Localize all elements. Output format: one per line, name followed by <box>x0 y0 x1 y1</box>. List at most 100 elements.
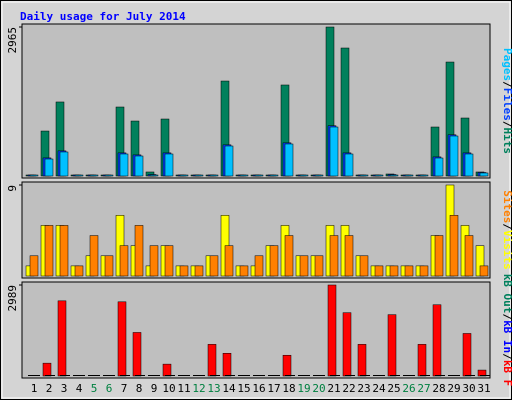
x-tick-label: 31 <box>477 382 490 395</box>
y-tick-label: 9 <box>6 185 19 192</box>
bar <box>242 375 250 376</box>
x-tick-label: 25 <box>387 382 400 395</box>
bar <box>29 255 39 277</box>
bar <box>119 153 129 177</box>
bar <box>284 143 294 177</box>
bar <box>467 375 475 376</box>
x-tick-label: 19 <box>297 382 310 395</box>
x-tick-label: 7 <box>121 382 128 395</box>
bar <box>104 255 114 277</box>
bar <box>164 245 174 277</box>
bar <box>269 245 279 277</box>
bar <box>212 375 220 376</box>
legend-separator: / <box>501 313 512 320</box>
legend-entry: Pages <box>501 48 512 81</box>
bar <box>107 375 115 376</box>
bar <box>224 145 234 177</box>
bar <box>464 235 474 277</box>
bar <box>162 363 172 377</box>
plot-area <box>21 23 491 179</box>
bar <box>227 375 235 376</box>
x-tick-label: 21 <box>327 382 340 395</box>
bar <box>314 174 324 177</box>
plot-area <box>21 281 491 379</box>
bar <box>344 153 354 177</box>
bar <box>137 375 145 376</box>
bar <box>347 375 355 376</box>
x-tick-label: 14 <box>222 382 236 395</box>
bar <box>47 375 55 376</box>
bar <box>284 235 294 277</box>
bar <box>179 174 189 177</box>
bar <box>374 174 384 177</box>
bar <box>149 245 159 277</box>
legend-entry: Visits <box>501 230 512 270</box>
bar <box>434 235 444 277</box>
bar <box>389 174 399 177</box>
bar <box>449 215 459 277</box>
bar <box>44 158 54 177</box>
bar <box>209 174 219 177</box>
bar <box>209 255 219 277</box>
bar <box>462 333 472 377</box>
bar <box>179 265 189 277</box>
bar <box>74 265 84 277</box>
bar <box>332 375 340 376</box>
bar <box>104 174 114 177</box>
bar <box>32 375 40 376</box>
x-tick-label: 4 <box>76 382 83 395</box>
bar <box>182 375 190 376</box>
x-tick-label: 3 <box>61 382 68 395</box>
x-tick-label: 8 <box>136 382 143 395</box>
legend-entry: Sites <box>501 190 512 223</box>
bar <box>29 174 39 177</box>
x-tick-label: 30 <box>462 382 475 395</box>
bar <box>482 375 490 376</box>
bar <box>59 151 69 177</box>
bar <box>417 344 427 377</box>
bar <box>299 255 309 277</box>
bar <box>57 300 67 377</box>
bar <box>167 375 175 376</box>
x-tick-label: 12 <box>192 382 205 395</box>
bar <box>342 312 352 377</box>
bar <box>464 153 474 177</box>
bar <box>77 375 85 376</box>
bar <box>194 265 204 277</box>
legend-separator: / <box>501 353 512 360</box>
x-tick-label: 17 <box>267 382 280 395</box>
bar <box>362 375 370 376</box>
bar <box>207 344 217 377</box>
legend-entry: kB F <box>501 360 512 387</box>
bar <box>164 153 174 177</box>
bar <box>314 255 324 277</box>
x-tick-label: 18 <box>282 382 295 395</box>
bar <box>74 174 84 177</box>
bar <box>197 375 205 376</box>
bar <box>257 375 265 376</box>
bar <box>254 174 264 177</box>
bar <box>272 375 280 376</box>
bar <box>449 135 459 177</box>
bar <box>479 265 489 277</box>
bar <box>359 255 369 277</box>
bar <box>452 375 460 376</box>
legend: Pages/Files/Hits <box>501 48 512 154</box>
x-tick-label: 29 <box>447 382 460 395</box>
bar <box>327 284 337 377</box>
bar <box>434 157 444 177</box>
bar <box>389 265 399 277</box>
bar <box>404 265 414 277</box>
x-tick-label: 9 <box>151 382 158 395</box>
x-tick-label: 13 <box>207 382 220 395</box>
bar <box>119 245 129 277</box>
legend: kB Out/kB In/kB F <box>501 274 512 387</box>
bar <box>392 375 400 376</box>
x-tick-label: 20 <box>312 382 325 395</box>
bar <box>92 375 100 376</box>
chart-title: Daily usage for July 2014 <box>20 10 186 23</box>
x-tick-label: 2 <box>46 382 53 395</box>
bar <box>344 235 354 277</box>
legend-entry: kB In <box>501 320 512 353</box>
